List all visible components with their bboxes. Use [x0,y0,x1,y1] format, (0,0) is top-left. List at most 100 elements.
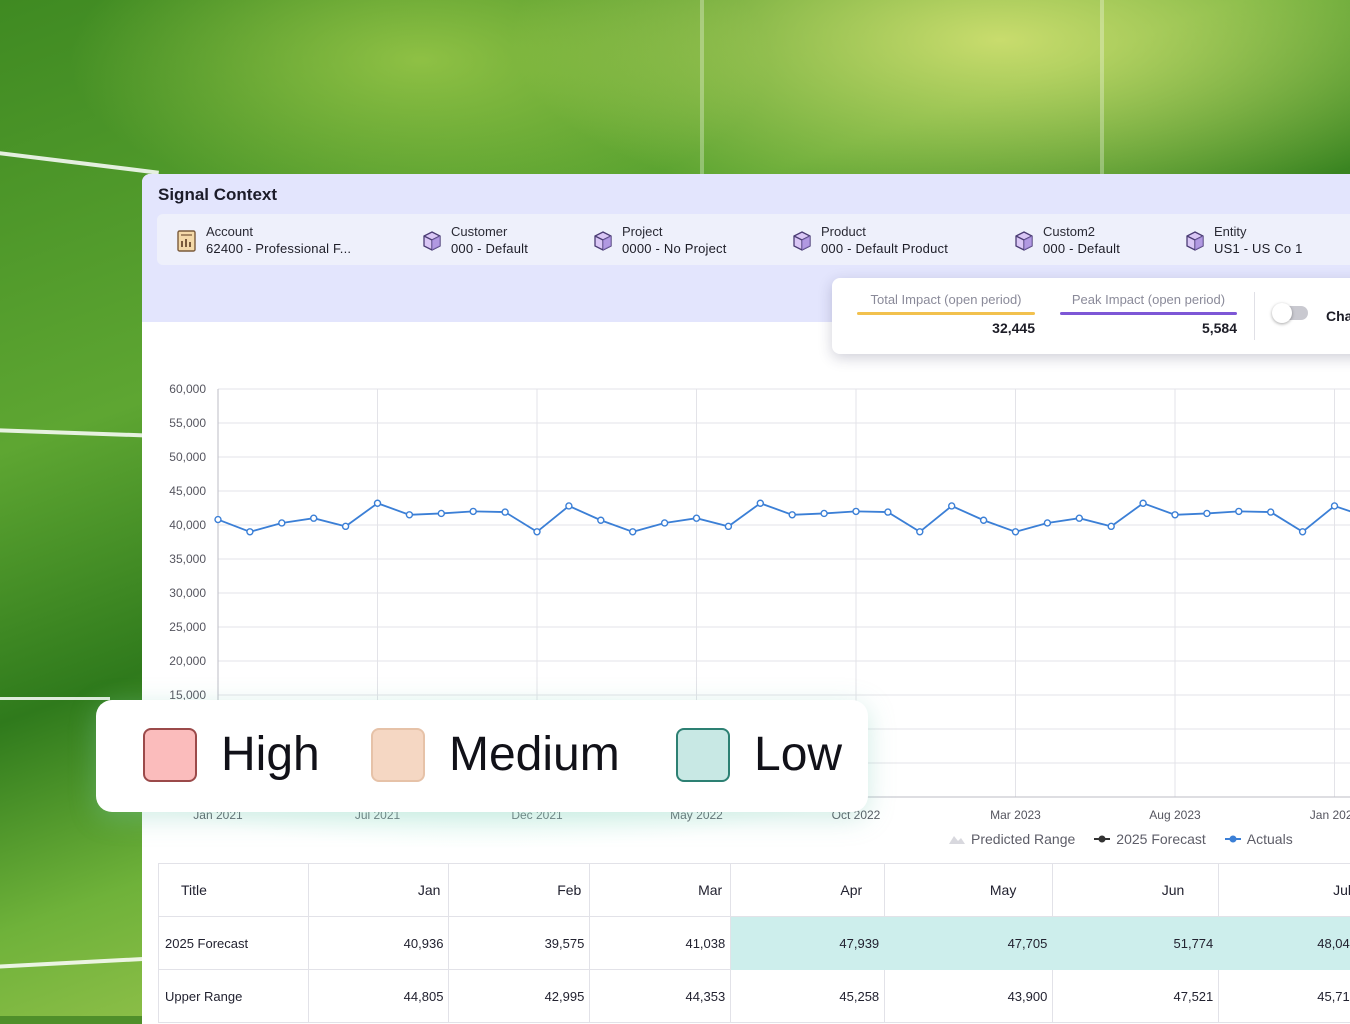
field-line [700,0,704,175]
severity-label: Medium [449,728,620,782]
y-tick-label: 55,000 [169,416,206,430]
severity-swatch [676,728,730,782]
table-cell: 39,575 [449,917,590,970]
y-tick-label: 40,000 [169,518,206,532]
severity-legend: High Medium Low [96,700,868,812]
data-point [949,503,955,509]
table-cell: 43,900 [885,970,1053,1023]
data-point [1268,509,1274,515]
column-header[interactable]: Mar [590,864,731,917]
severity-label: Low [754,728,842,782]
table-cell: 44,353 [590,970,731,1023]
data-point [630,529,636,535]
column-header[interactable]: Jun [1053,864,1219,917]
legend-label: Actuals [1247,831,1293,847]
line-marker-icon [1224,833,1242,845]
table-cell: 41,038 [590,917,731,970]
data-point [406,512,412,518]
data-point [215,517,221,523]
legend-label: 2025 Forecast [1116,831,1206,847]
data-point [502,509,508,515]
forecast-table: Title Jan Feb Mar Apr May Jun Jul 2025 F… [158,863,1350,1023]
severity-swatch [371,728,425,782]
table-cell: 45,258 [731,970,885,1023]
data-point [1013,529,1019,535]
table-cell: 42,995 [449,970,590,1023]
row-title: 2025 Forecast [159,917,309,970]
data-point [1236,508,1242,514]
x-tick-label: Jan 2024 [1310,808,1350,822]
table-cell-low: 47,705 [885,917,1053,970]
x-tick-label: Aug 2023 [1149,808,1201,822]
severity-medium[interactable]: Medium [371,728,620,782]
signal-panel: Signal Context Account 62400 - Professio… [142,174,1350,1024]
column-header[interactable]: Jan [308,864,449,917]
data-point [821,510,827,516]
legend-label: Predicted Range [971,831,1075,847]
y-tick-label: 35,000 [169,552,206,566]
data-point [757,500,763,506]
line-marker-icon [1093,833,1111,845]
data-point [343,523,349,529]
severity-low[interactable]: Low [676,728,842,782]
field-line [1100,0,1104,175]
data-point [311,515,317,521]
table-header-row: Title Jan Feb Mar Apr May Jun Jul [159,864,1350,917]
table-cell: 47,521 [1053,970,1219,1023]
data-point [662,520,668,526]
column-header[interactable]: Feb [449,864,590,917]
data-point [438,510,444,516]
row-title: Upper Range [159,970,309,1023]
column-header[interactable]: May [885,864,1053,917]
legend-predicted-range[interactable]: Predicted Range [948,831,1075,847]
data-point [534,529,540,535]
legend-forecast[interactable]: 2025 Forecast [1093,831,1206,847]
table-row[interactable]: Upper Range 44,805 42,995 44,353 45,258 … [159,970,1350,1023]
data-point [725,523,731,529]
data-point [1332,503,1338,509]
data-point [1108,523,1114,529]
area-icon [948,833,966,845]
data-point [853,508,859,514]
data-point [981,517,987,523]
chart-legend: Predicted Range 2025 Forecast Actuals [948,831,1311,847]
data-point [917,529,923,535]
data-point [566,503,572,509]
column-header[interactable]: Jul [1219,864,1350,917]
data-point [885,509,891,515]
table-cell: 45,710 [1219,970,1350,1023]
column-header-title[interactable]: Title [159,864,309,917]
severity-label: High [221,728,320,782]
severity-high[interactable]: High [143,728,320,782]
table-cell-low: 47,939 [731,917,885,970]
table-cell-low: 48,044 [1219,917,1350,970]
y-tick-label: 45,000 [169,484,206,498]
severity-swatch [143,728,197,782]
data-point [1140,500,1146,506]
data-point [375,500,381,506]
y-tick-label: 50,000 [169,450,206,464]
data-point [1204,510,1210,516]
data-point [1300,529,1306,535]
legend-actuals[interactable]: Actuals [1224,831,1293,847]
y-tick-label: 30,000 [169,586,206,600]
data-point [1172,512,1178,518]
data-point [789,512,795,518]
data-point [470,508,476,514]
data-point [1076,515,1082,521]
data-point [694,515,700,521]
table-cell-low: 51,774 [1053,917,1219,970]
data-point [279,520,285,526]
column-header[interactable]: Apr [731,864,885,917]
y-tick-label: 20,000 [169,654,206,668]
data-point [1044,520,1050,526]
y-tick-label: 25,000 [169,620,206,634]
y-tick-label: 60,000 [169,382,206,396]
data-point [598,517,604,523]
table-row[interactable]: 2025 Forecast 40,936 39,575 41,038 47,93… [159,917,1350,970]
table-cell: 40,936 [308,917,449,970]
series-line-actuals [218,503,1350,532]
x-tick-label: Mar 2023 [990,808,1041,822]
data-point [247,529,253,535]
table-cell: 44,805 [308,970,449,1023]
